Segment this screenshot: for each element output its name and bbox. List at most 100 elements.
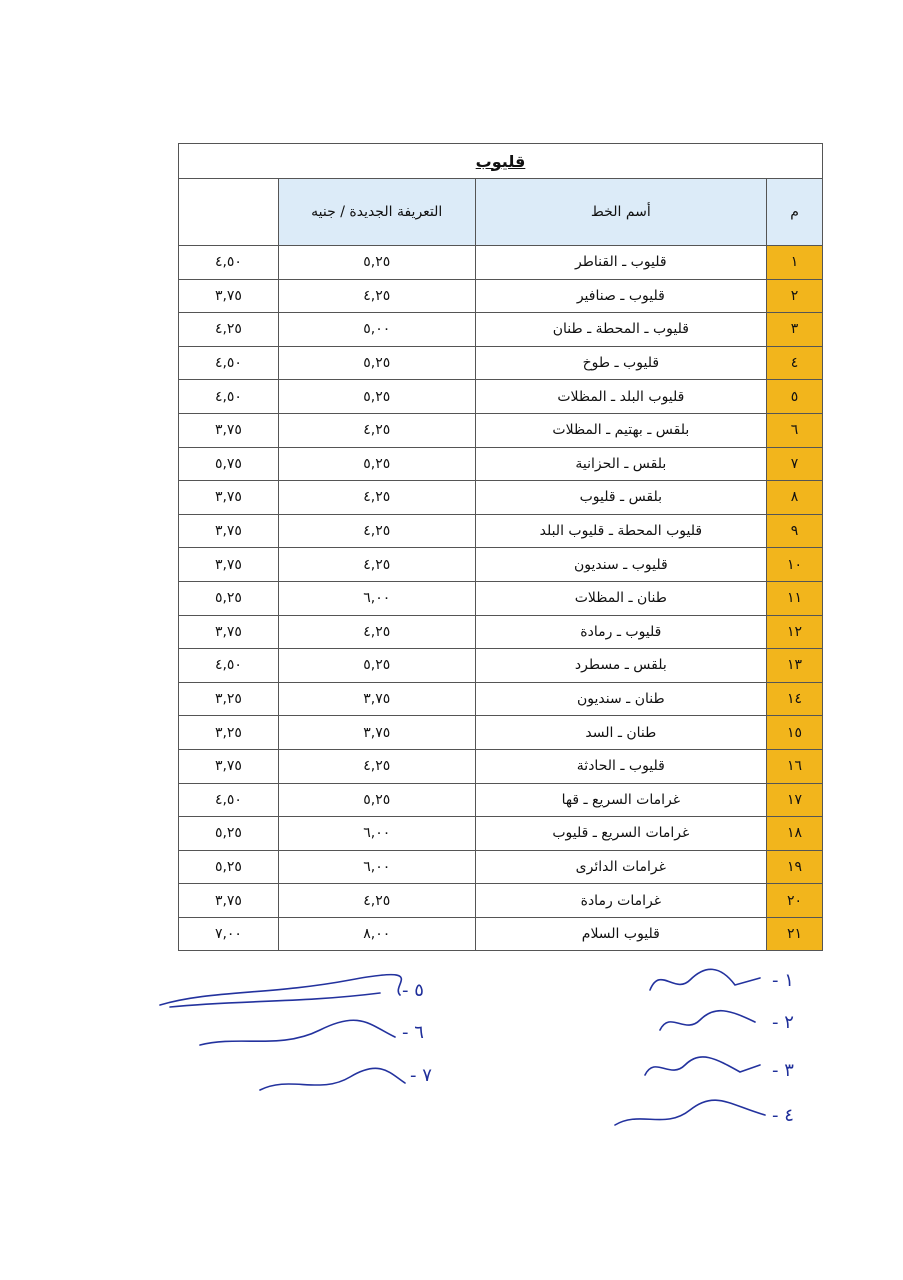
new-fare: ٤,٢٥: [277, 614, 476, 650]
row-number: ١٨: [766, 816, 823, 851]
signature-number: ٤ -: [772, 1105, 794, 1126]
row-number: ١٦: [766, 748, 823, 784]
line-name: بلقس ـ الحزانية: [474, 446, 768, 482]
header-number: م: [766, 178, 823, 246]
table-row: ٥ قليوب البلد ـ المظلات ٥,٢٥ ٤,٥٠: [178, 379, 823, 414]
old-fare: ٣,٧٥: [178, 412, 279, 448]
new-fare: ٦,٠٠: [277, 849, 476, 885]
line-name: قليوب ـ طوخ: [474, 345, 768, 381]
row-number: ٩: [766, 513, 823, 549]
table-row: ٤ قليوب ـ طوخ ٥,٢٥ ٤,٥٠: [178, 345, 823, 381]
signature-scribbles-left: [159, 973, 406, 1091]
signature-scribbles-right: [614, 968, 766, 1126]
new-fare: ٥,٢٥: [277, 245, 476, 280]
new-fare: ٥,٢٥: [277, 648, 476, 683]
line-name: غرامات السريع ـ قها: [474, 782, 768, 818]
table-row: ٣ قليوب ـ المحطة ـ طنان ٥,٠٠ ٤,٢٥: [178, 312, 823, 347]
row-number: ٢: [766, 278, 823, 314]
line-name: طنان ـ سنديون: [474, 681, 768, 717]
table-row: ١ قليوب ـ القناطر ٥,٢٥ ٤,٥٠: [178, 245, 823, 280]
new-fare: ٤,٢٥: [277, 278, 476, 314]
new-fare: ٤,٢٥: [277, 748, 476, 784]
old-fare: ٤,٥٠: [178, 345, 279, 381]
new-fare: ٥,٢٥: [277, 379, 476, 414]
row-number: ١٢: [766, 614, 823, 650]
row-number: ٨: [766, 480, 823, 515]
row-number: ١٧: [766, 782, 823, 818]
old-fare: ٣,٧٥: [178, 547, 279, 582]
row-number: ٧: [766, 446, 823, 482]
fare-table: قليوب م أسم الخط التعريفة الجديدة / جنيه…: [178, 143, 823, 952]
signature-number: ٣ -: [772, 1060, 794, 1081]
table-row: ٧ بلقس ـ الحزانية ٥,٢٥ ٥,٧٥: [178, 446, 823, 482]
line-name: غرامات السريع ـ قليوب: [474, 816, 768, 851]
line-name: قليوب ـ صنافير: [474, 278, 768, 314]
line-name: طنان ـ المظلات: [474, 580, 768, 616]
row-number: ١٣: [766, 648, 823, 683]
old-fare: ٣,٧٥: [178, 513, 279, 549]
line-name: طنان ـ السد: [474, 715, 768, 750]
line-name: غرامات الدائرى: [474, 849, 768, 885]
new-fare: ٣,٧٥: [277, 715, 476, 750]
row-number: ٢١: [766, 916, 823, 952]
line-name: قليوب ـ سنديون: [474, 547, 768, 582]
old-fare: ٣,٧٥: [178, 278, 279, 314]
old-fare: ٣,٢٥: [178, 715, 279, 750]
signature-number: ٦ -: [402, 1022, 424, 1043]
table-row: ١٧ غرامات السريع ـ قها ٥,٢٥ ٤,٥٠: [178, 782, 823, 818]
old-fare: ٥,٢٥: [178, 849, 279, 885]
old-fare: ٤,٥٠: [178, 245, 279, 280]
row-number: ١: [766, 245, 823, 280]
table-row: ٢١ قليوب السلام ٨,٠٠ ٧,٠٠: [178, 916, 823, 952]
table-row: ٩ قليوب المحطة ـ قليوب البلد ٤,٢٥ ٣,٧٥: [178, 513, 823, 549]
line-name: بلقس ـ قليوب: [474, 480, 768, 515]
row-number: ١٥: [766, 715, 823, 750]
row-number: ١٤: [766, 681, 823, 717]
table-row: ١٤ طنان ـ سنديون ٣,٧٥ ٣,٢٥: [178, 681, 823, 717]
line-name: قليوب ـ رمادة: [474, 614, 768, 650]
old-fare: ٤,٥٠: [178, 379, 279, 414]
row-number: ١١: [766, 580, 823, 616]
header-new-fare: التعريفة الجديدة / جنيه: [277, 178, 476, 246]
old-fare: ٥,٢٥: [178, 580, 279, 616]
table-row: ٦ بلقس ـ بهتيم ـ المظلات ٤,٢٥ ٣,٧٥: [178, 412, 823, 448]
line-name: قليوب ـ الحادثة: [474, 748, 768, 784]
new-fare: ٨,٠٠: [277, 916, 476, 952]
row-number: ٦: [766, 412, 823, 448]
table-row: ٢٠ غرامات رمادة ٤,٢٥ ٣,٧٥: [178, 883, 823, 918]
row-number: ١٩: [766, 849, 823, 885]
old-fare: ٣,٧٥: [178, 883, 279, 918]
new-fare: ٥,٢٥: [277, 446, 476, 482]
row-number: ٤: [766, 345, 823, 381]
row-number: ٣: [766, 312, 823, 347]
line-name: قليوب ـ المحطة ـ طنان: [474, 312, 768, 347]
line-name: قليوب المحطة ـ قليوب البلد: [474, 513, 768, 549]
new-fare: ٦,٠٠: [277, 580, 476, 616]
line-name: قليوب البلد ـ المظلات: [474, 379, 768, 414]
old-fare: ٥,٢٥: [178, 816, 279, 851]
new-fare: ٤,٢٥: [277, 412, 476, 448]
line-name: قليوب السلام: [474, 916, 768, 952]
line-name: قليوب ـ القناطر: [474, 245, 768, 280]
signature-number: ١ -: [772, 970, 794, 991]
old-fare: ٤,٥٠: [178, 648, 279, 683]
old-fare: ٣,٢٥: [178, 681, 279, 717]
old-fare: ٣,٧٥: [178, 614, 279, 650]
new-fare: ٤,٢٥: [277, 513, 476, 549]
old-fare: ٤,٢٥: [178, 312, 279, 347]
header-line-name: أسم الخط: [474, 178, 768, 246]
table-row: ١٠ قليوب ـ سنديون ٤,٢٥ ٣,٧٥: [178, 547, 823, 582]
old-fare: ٧,٠٠: [178, 916, 279, 952]
row-number: ٢٠: [766, 883, 823, 918]
table-row: ١١ طنان ـ المظلات ٦,٠٠ ٥,٢٥: [178, 580, 823, 616]
table-row: ١٣ بلقس ـ مسطرد ٥,٢٥ ٤,٥٠: [178, 648, 823, 683]
line-name: بلقس ـ بهتيم ـ المظلات: [474, 412, 768, 448]
signature-number: ٢ -: [772, 1012, 794, 1033]
line-name: بلقس ـ مسطرد: [474, 648, 768, 683]
new-fare: ٥,٢٥: [277, 782, 476, 818]
row-number: ٥: [766, 379, 823, 414]
line-name: غرامات رمادة: [474, 883, 768, 918]
old-fare: ٣,٧٥: [178, 748, 279, 784]
old-fare: ٥,٧٥: [178, 446, 279, 482]
table-title: قليوب: [178, 143, 823, 179]
